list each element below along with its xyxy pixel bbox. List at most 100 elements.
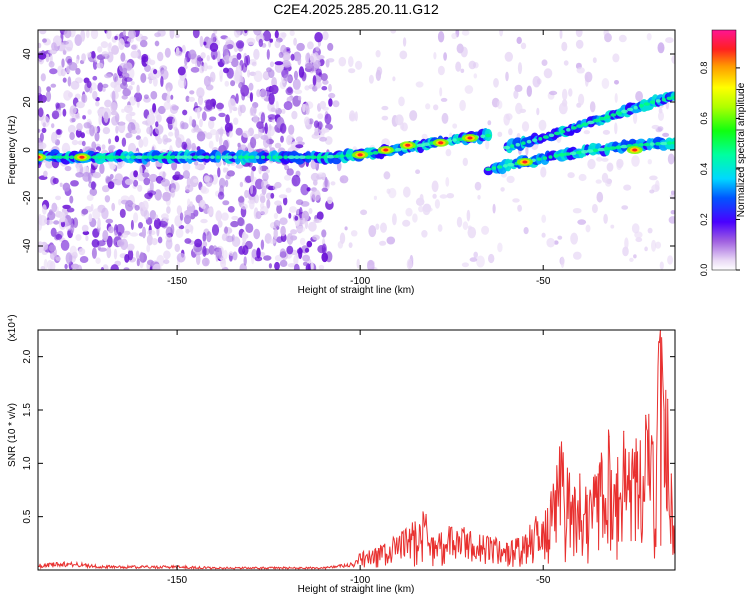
noise-speckle (137, 184, 143, 192)
noise-speckle (635, 91, 643, 102)
noise-speckle (546, 237, 555, 248)
noise-speckle (211, 32, 216, 43)
ridge-core (548, 155, 553, 159)
noise-speckle (292, 78, 301, 91)
x-tick-label: -100 (350, 575, 370, 586)
noise-speckle (189, 90, 195, 95)
noise-speckle (304, 85, 310, 91)
noise-speckle (231, 215, 239, 221)
snr-anchor-point (103, 566, 105, 568)
noise-speckle (154, 40, 160, 47)
noise-speckle (668, 216, 675, 224)
noise-speckle (130, 219, 134, 231)
noise-speckle (106, 246, 112, 259)
noise-speckle (256, 121, 264, 129)
noise-speckle (142, 226, 146, 239)
noise-speckle (302, 254, 310, 262)
noise-speckle (49, 261, 56, 270)
noise-speckle (123, 267, 130, 270)
noise-speckle (49, 68, 58, 75)
noise-speckle (456, 43, 464, 54)
noise-speckle (139, 39, 148, 48)
noise-speckle (287, 263, 297, 268)
snr-anchor-point (615, 473, 618, 475)
noise-speckle (233, 117, 239, 125)
noise-speckle (108, 138, 112, 145)
noise-speckle (143, 177, 151, 186)
noise-speckle (231, 236, 241, 247)
noise-speckle (631, 223, 640, 234)
noise-speckle (649, 175, 658, 181)
noise-speckle (91, 247, 97, 259)
noise-speckle (610, 224, 615, 229)
noise-speckle (193, 127, 202, 133)
noise-speckle (433, 104, 439, 111)
noise-speckle (177, 66, 186, 76)
noise-speckle (437, 65, 445, 76)
noise-speckle (623, 184, 632, 191)
noise-speckle (101, 51, 109, 57)
noise-speckle (142, 172, 150, 178)
noise-speckle (116, 164, 123, 169)
noise-speckle (523, 227, 529, 235)
noise-speckle (308, 208, 313, 214)
ridge-core (553, 154, 559, 158)
noise-speckle (291, 110, 298, 120)
noise-speckle (127, 30, 136, 39)
noise-speckle (224, 80, 230, 87)
ridge-core (91, 155, 97, 159)
noise-speckle (91, 50, 96, 59)
noise-speckle (51, 202, 58, 213)
noise-speckle (182, 109, 188, 116)
noise-speckle (446, 193, 455, 199)
noise-speckle (504, 51, 513, 62)
noise-speckle (272, 184, 278, 191)
noise-speckle (409, 110, 418, 121)
noise-speckle (644, 246, 648, 252)
noise-speckle (455, 61, 462, 72)
noise-speckle (71, 263, 80, 269)
noise-speckle (425, 103, 431, 110)
noise-speckle (258, 38, 263, 48)
noise-speckle (120, 238, 128, 250)
noise-speckle (110, 264, 119, 270)
noise-speckle (349, 113, 356, 122)
noise-speckle (95, 257, 101, 265)
ridge-core (135, 155, 143, 159)
noise-speckle (78, 248, 86, 256)
noise-speckle (577, 219, 587, 225)
noise-speckle (124, 178, 134, 185)
noise-speckle (101, 144, 106, 150)
noise-speckle (578, 93, 585, 106)
noise-speckle (525, 144, 529, 156)
noise-speckle (421, 230, 428, 238)
noise-speckle (182, 170, 190, 179)
noise-speckle (203, 75, 211, 87)
noise-speckle (86, 30, 90, 39)
noise-speckle (614, 93, 618, 103)
noise-speckle (148, 173, 158, 183)
noise-speckle (90, 30, 99, 40)
figure-title: C2E4.2025.285.20.11.G12 (273, 1, 439, 17)
noise-speckle (174, 171, 181, 178)
noise-speckle (141, 200, 149, 212)
noise-speckle (445, 177, 450, 187)
noise-speckle (108, 226, 114, 234)
noise-speckle (42, 38, 47, 43)
noise-speckle (90, 181, 96, 190)
noise-speckle (75, 58, 79, 64)
noise-speckle (295, 144, 304, 149)
noise-speckle (38, 215, 48, 226)
ridge-core (609, 146, 617, 150)
snr-anchor-point (579, 473, 581, 475)
noise-speckle (140, 35, 148, 41)
noise-speckle (348, 242, 353, 249)
noise-speckle (102, 83, 109, 88)
noise-speckle (156, 114, 162, 123)
snr-anchor-point (634, 452, 636, 454)
noise-speckle (270, 84, 279, 95)
ridge-core (569, 151, 577, 156)
noise-speckle (38, 42, 42, 49)
noise-speckle (315, 68, 322, 76)
